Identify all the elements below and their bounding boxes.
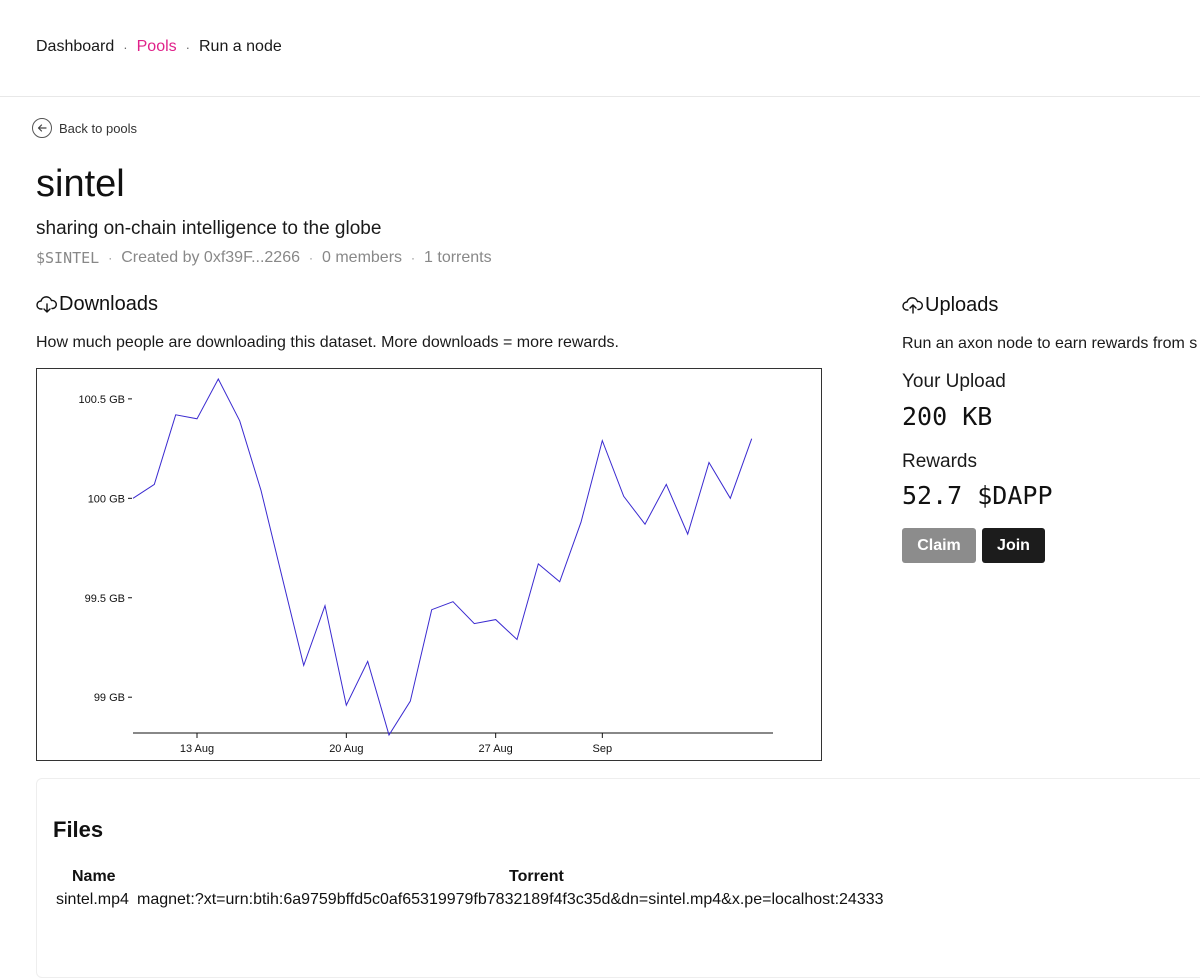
y-tick-label: 99 GB xyxy=(94,692,125,704)
files-card xyxy=(36,778,1200,978)
pool-description: sharing on-chain intelligence to the glo… xyxy=(36,218,382,239)
nav-pools[interactable]: Pools xyxy=(136,38,177,55)
nav-dashboard[interactable]: Dashboard xyxy=(36,38,115,55)
join-button[interactable]: Join xyxy=(982,528,1045,563)
files-column-name: Name xyxy=(72,868,116,885)
top-nav: Dashboard · Pools · Run a node xyxy=(36,38,282,56)
your-upload-label: Your Upload xyxy=(902,371,1006,392)
pool-members: 0 members xyxy=(322,249,403,266)
downloads-chart: 99 GB 99.5 GB 100 GB 100.5 GB 13 Aug 20 Aug 27… xyxy=(36,368,822,761)
arrow-left-circle-icon xyxy=(32,118,52,138)
downloads-heading: Downloads xyxy=(36,293,158,316)
downloads-description: How much people are downloading this dat… xyxy=(36,334,619,351)
uploads-description: Run an axon node to earn rewards from s xyxy=(902,335,1198,352)
pool-title: sintel xyxy=(36,163,125,205)
file-row-torrent[interactable]: magnet:?xt=urn:btih:6a9759bffd5c0af65319… xyxy=(137,891,884,908)
nav-separator: · xyxy=(185,39,190,55)
your-upload-value: 200 KB xyxy=(902,402,993,431)
pool-torrents: 1 torrents xyxy=(424,249,492,266)
y-tick-label: 99.5 GB xyxy=(85,593,125,605)
x-tick-label: 27 Aug xyxy=(479,743,513,755)
back-to-pools-link[interactable]: Back to pools xyxy=(32,118,137,138)
downloads-chart-svg: 99 GB 99.5 GB 100 GB 100.5 GB 13 Aug 20 Aug 27… xyxy=(79,377,773,755)
x-tick-label: 20 Aug xyxy=(329,743,363,755)
claim-button[interactable]: Claim xyxy=(902,528,976,563)
y-tick-label: 100.5 GB xyxy=(79,394,125,406)
rewards-value: 52.7 $DAPP xyxy=(902,481,1053,510)
x-tick-label: 13 Aug xyxy=(180,743,214,755)
files-column-torrent: Torrent xyxy=(509,868,564,885)
files-title: Files xyxy=(53,817,104,842)
x-tick-label: Sep xyxy=(593,743,613,755)
header-divider xyxy=(0,96,1200,97)
uploads-heading-text: Uploads xyxy=(925,294,999,316)
pool-creator: Created by 0xf39F...2266 xyxy=(121,249,300,266)
pool-ticker: $SINTEL xyxy=(36,249,100,267)
uploads-heading: Uploads xyxy=(902,294,998,317)
series-line xyxy=(132,377,753,737)
nav-separator: · xyxy=(123,39,128,55)
y-tick-label: 100 GB xyxy=(88,493,125,505)
nav-run-a-node[interactable]: Run a node xyxy=(199,38,282,55)
cloud-upload-icon xyxy=(902,296,923,314)
rewards-label: Rewards xyxy=(902,451,977,472)
file-row-name: sintel.mp4 xyxy=(56,891,129,908)
cloud-download-icon xyxy=(36,295,57,313)
pool-meta: $SINTEL · Created by 0xf39F...2266 · 0 m… xyxy=(36,249,492,267)
back-link-label: Back to pools xyxy=(59,120,138,136)
downloads-heading-text: Downloads xyxy=(59,293,158,315)
